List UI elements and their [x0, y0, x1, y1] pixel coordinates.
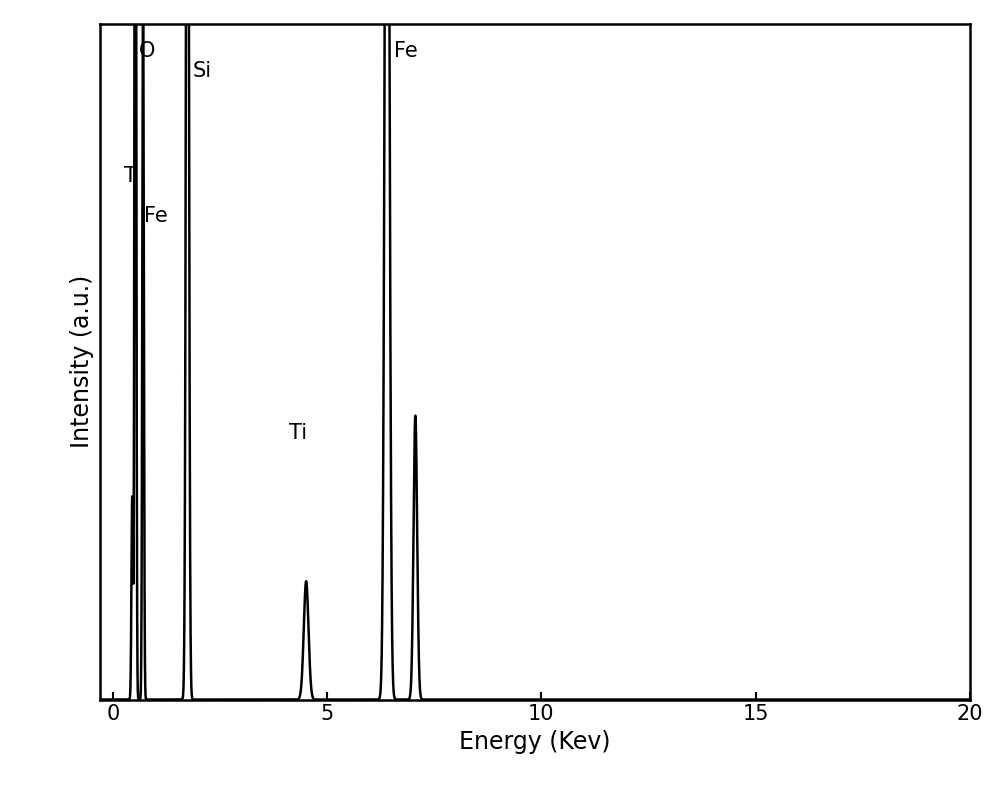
Text: Si: Si [192, 61, 211, 81]
Text: Fe: Fe [394, 41, 417, 61]
Text: Ti: Ti [289, 423, 307, 443]
Text: T: T [124, 166, 137, 185]
Y-axis label: Intensity (a.u.): Intensity (a.u.) [70, 275, 94, 448]
Text: O: O [139, 41, 155, 61]
X-axis label: Energy (Kev): Energy (Kev) [459, 730, 611, 754]
Text: Fe: Fe [144, 207, 167, 226]
